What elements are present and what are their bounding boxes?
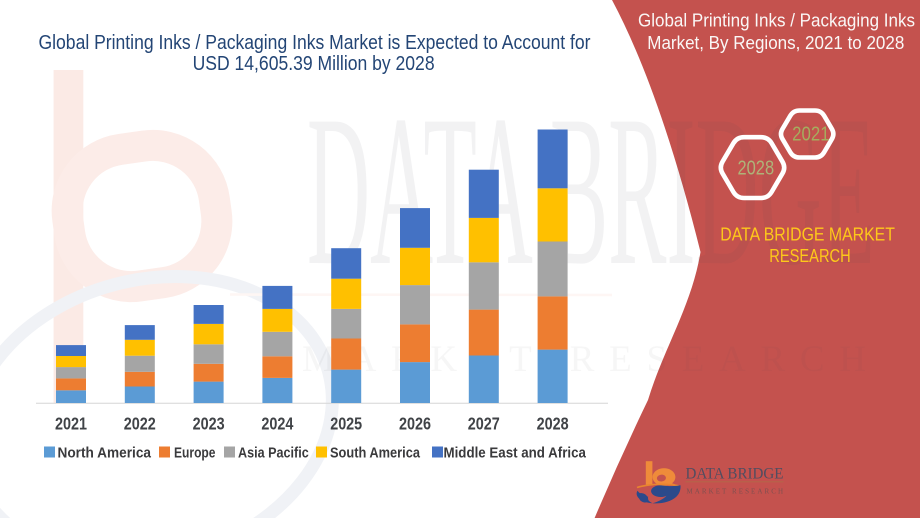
svg-text:Market, By Regions, 2021 to 20: Market, By Regions, 2021 to 2028 — [647, 32, 904, 53]
svg-text:2027: 2027 — [468, 414, 500, 434]
svg-text:2028: 2028 — [537, 414, 569, 434]
svg-text:MARKET RESEARCH: MARKET RESEARCH — [687, 488, 784, 496]
svg-text:Global Printing Inks / Packagi: Global Printing Inks / Packaging Inks — [638, 9, 915, 30]
svg-text:DATA BRIDGE: DATA BRIDGE — [686, 466, 784, 483]
svg-text:Middle East and Africa: Middle East and Africa — [444, 445, 587, 462]
svg-text:2025: 2025 — [330, 414, 362, 434]
svg-text:2021: 2021 — [792, 123, 830, 146]
svg-text:Europe: Europe — [174, 445, 216, 462]
svg-text:2023: 2023 — [193, 414, 225, 434]
svg-text:North America: North America — [58, 445, 152, 462]
svg-text:2021: 2021 — [55, 414, 87, 434]
svg-text:2024: 2024 — [261, 414, 293, 434]
svg-text:MARKET RESEARCH: MARKET RESEARCH — [302, 339, 866, 380]
svg-text:RESEARCH: RESEARCH — [769, 246, 850, 266]
svg-text:DATA BRIDGE: DATA BRIDGE — [307, 71, 875, 310]
svg-text:South America: South America — [330, 445, 421, 462]
svg-text:DATA BRIDGE MARKET: DATA BRIDGE MARKET — [720, 224, 895, 244]
svg-text:2026: 2026 — [399, 414, 431, 434]
svg-text:2028: 2028 — [738, 157, 775, 180]
svg-text:Asia Pacific: Asia Pacific — [238, 445, 309, 462]
svg-text:2022: 2022 — [124, 414, 156, 434]
svg-text:USD 14,605.39 Million by 2028: USD 14,605.39 Million by 2028 — [193, 53, 435, 75]
svg-text:Global Printing Inks / Packagi: Global Printing Inks / Packaging Inks Ma… — [39, 32, 591, 54]
